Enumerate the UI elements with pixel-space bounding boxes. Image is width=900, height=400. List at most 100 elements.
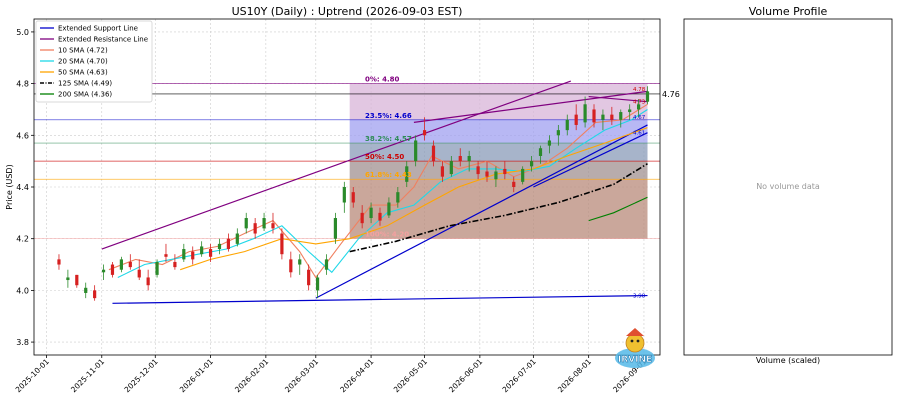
candle-body <box>440 166 445 177</box>
svg-text:IRVINE: IRVINE <box>618 355 652 365</box>
candle-body <box>75 274 79 286</box>
candle-body <box>431 145 436 162</box>
candle-body <box>208 249 213 257</box>
candle-body <box>191 251 195 260</box>
candle-body <box>298 259 302 265</box>
legend-entry-label: Extended Resistance Line <box>58 36 148 44</box>
candle-body <box>333 218 338 239</box>
volume-x-axis-label: Volume (scaled) <box>756 356 820 365</box>
x-tick-label: 2026-08-01 <box>556 357 593 394</box>
candle-body <box>414 140 418 162</box>
candle-body <box>119 259 123 270</box>
candle-body <box>146 277 150 286</box>
candle-body <box>84 287 88 293</box>
candle-body <box>351 192 355 203</box>
candle-body <box>369 207 373 219</box>
fib-level-label: 100%: 4.20 <box>365 231 409 239</box>
candle-body <box>494 171 498 180</box>
candle-body <box>57 259 61 265</box>
x-tick-label: 2026-07-01 <box>501 357 538 394</box>
candle-body <box>307 269 311 286</box>
legend-entry-label: 10 SMA (4.72) <box>58 47 108 55</box>
candle-body <box>645 91 650 102</box>
candle-body <box>235 233 239 244</box>
candle-body <box>449 161 453 175</box>
trend-line <box>413 90 648 123</box>
x-tick-label: 2026-02-01 <box>233 357 270 394</box>
right-price-label: 3.98 <box>633 294 646 300</box>
candle-body <box>360 212 364 224</box>
y-tick-label: 4.0 <box>16 286 29 295</box>
volume-profile-title: Volume Profile <box>749 5 828 18</box>
candle-body <box>173 261 177 268</box>
sma-line <box>117 109 648 278</box>
y-axis: 3.8 4.0 4.2 4.4 4.6 4.8 5.0 <box>16 28 34 347</box>
candles <box>57 86 650 301</box>
candle-body <box>512 181 516 187</box>
x-tick-label: 2025-11-01 <box>69 357 106 394</box>
trend-line <box>101 80 572 250</box>
candle-body <box>387 202 391 216</box>
candle-body <box>485 171 489 177</box>
x-tick-label: 2026-04-01 <box>338 357 375 394</box>
legend-entry-label: Extended Support Line <box>58 25 138 33</box>
candle-body <box>565 119 569 131</box>
fib-level-label: 50%: 4.50 <box>365 153 404 161</box>
candle-body <box>226 238 230 250</box>
right-price-label: 4.67 <box>633 115 646 121</box>
candle-body <box>217 243 222 250</box>
sma-line <box>180 127 648 271</box>
candle-body <box>244 218 248 229</box>
candle-body <box>405 166 409 182</box>
candle-body <box>628 109 632 113</box>
right-price-label: 4.78 <box>633 87 646 93</box>
right-price-labels: 4.78 4.73 4.67 4.61 3.98 <box>633 87 646 300</box>
candle-body <box>619 112 623 120</box>
candle-body <box>610 114 614 120</box>
fib-level-label: 38.2%: 4.57 <box>365 135 412 143</box>
candle-body <box>128 261 132 268</box>
candle-body <box>164 254 168 257</box>
fib-band <box>349 143 648 162</box>
y-axis-label: Price (USD) <box>5 164 14 209</box>
y-tick-label: 4.2 <box>16 235 29 244</box>
right-price-label: 4.61 <box>633 131 645 137</box>
trend-line <box>315 124 648 299</box>
current-price-label: 4.76 <box>662 90 680 99</box>
fib-level-label: 23.5%: 4.66 <box>365 112 412 120</box>
legend-entry-label: 125 SMA (4.49) <box>58 80 112 88</box>
fib-labels: 0%: 4.80 23.5%: 4.66 38.2%: 4.57 50%: 4.50 6… <box>365 76 412 239</box>
trend-line <box>588 95 648 103</box>
fib-band <box>349 83 648 120</box>
candle-body <box>601 114 605 120</box>
x-tick-label: 2026-05-01 <box>392 357 429 394</box>
right-price-label: 4.73 <box>633 100 646 106</box>
sma-line <box>108 103 648 279</box>
candle-body <box>271 223 275 229</box>
candle-body <box>101 269 106 273</box>
legend-entry-label: 20 SMA (4.70) <box>58 58 108 66</box>
candle-body <box>93 290 97 299</box>
candle-body <box>110 264 115 275</box>
candle-body <box>592 109 596 123</box>
x-axis: 2025-10-01 2025-11-01 2025-12-01 2026-01-01… <box>14 355 649 394</box>
legend: Extended Support Line Extended Resistance… <box>35 20 153 103</box>
candle-body <box>556 130 560 136</box>
candle-body <box>538 148 543 156</box>
candle-body <box>342 187 346 203</box>
candle-body <box>547 140 552 146</box>
legend-entry-label: 200 SMA (4.36) <box>58 91 112 99</box>
candle-body <box>315 277 320 291</box>
candle-body <box>378 212 382 221</box>
sma-lines <box>108 103 648 279</box>
candle-body <box>155 261 159 275</box>
x-tick-label: 2025-12-01 <box>123 357 160 394</box>
trend-lines <box>101 80 648 304</box>
candle-body <box>289 259 293 273</box>
candle-body <box>458 155 462 162</box>
candle-body <box>529 161 534 167</box>
legend-box <box>35 20 153 103</box>
sma-line <box>588 196 648 222</box>
candle-body <box>636 104 641 110</box>
